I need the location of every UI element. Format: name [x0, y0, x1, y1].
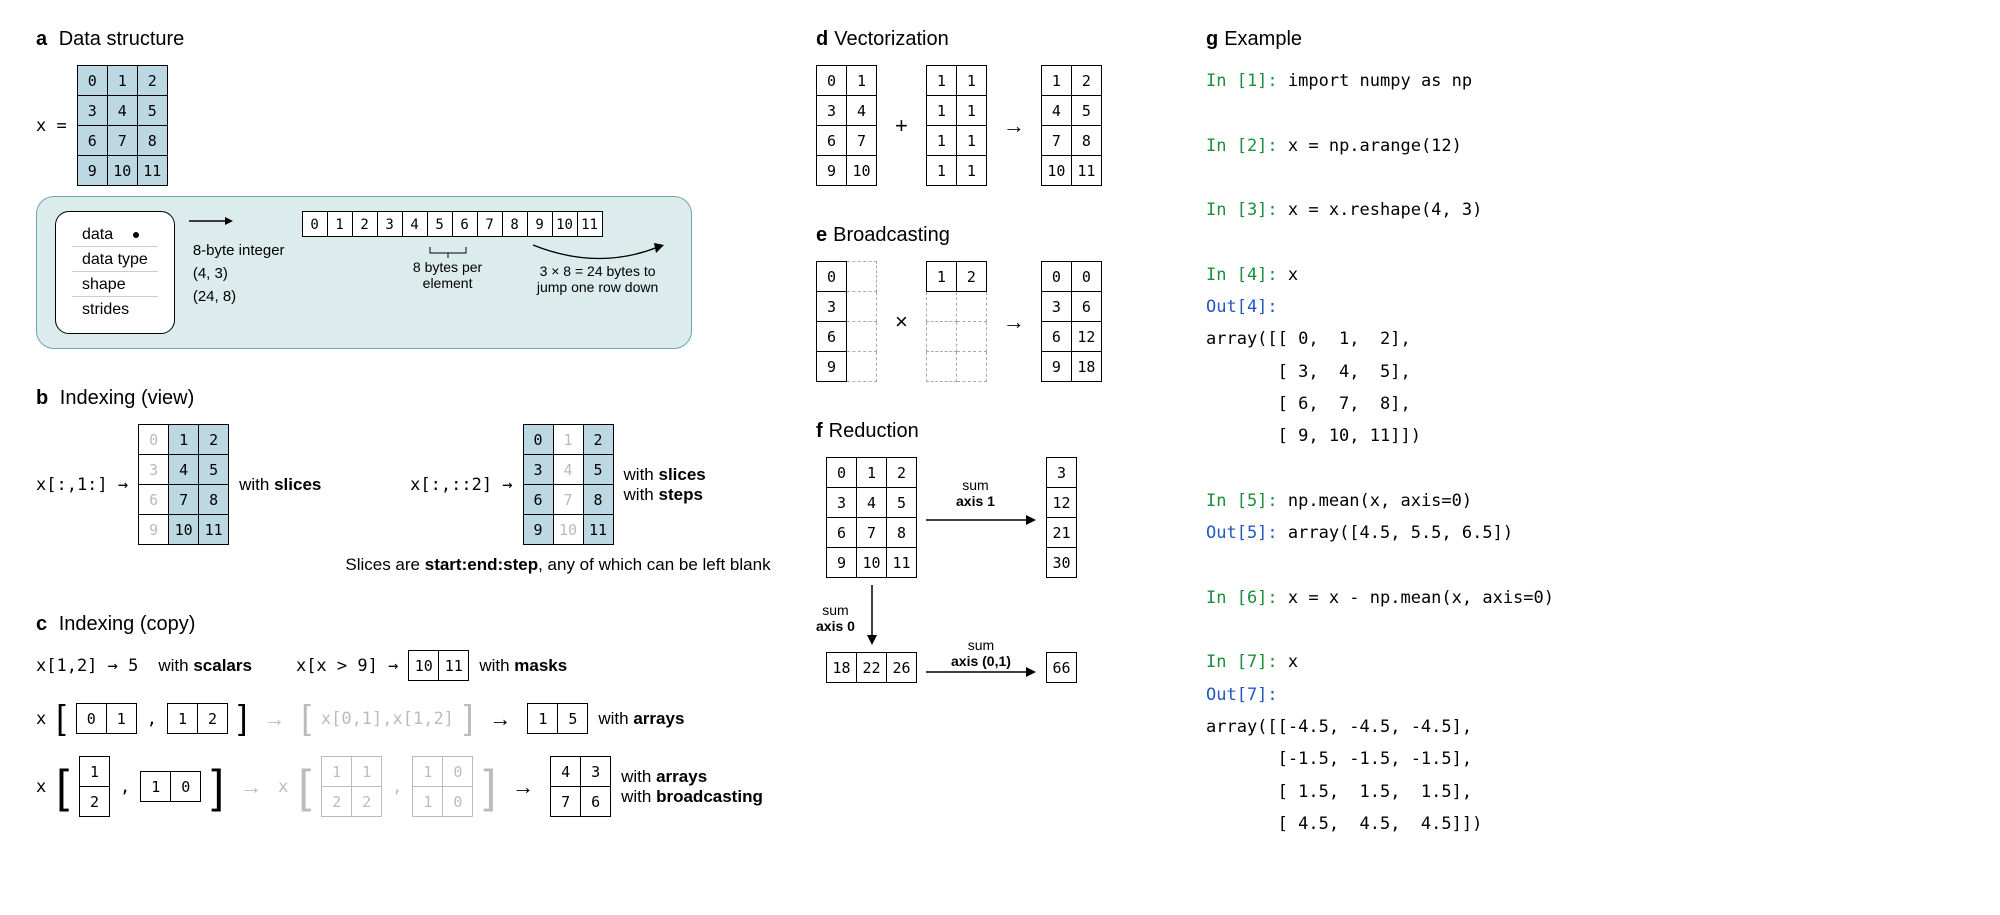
panel-a-title-text: Data structure	[59, 28, 185, 50]
f-sum-axis1: 3122130	[1046, 457, 1077, 578]
c-l2-comma: ,	[147, 709, 157, 729]
c-scalar-note: with scalars	[158, 656, 252, 676]
panel-b-body: x[:,1:] → 01234567891011 with slices x[:…	[36, 424, 776, 575]
meta-values-col: 8-byte integer (4, 3) (24, 8)	[193, 211, 285, 305]
meta-shape: (4, 3)	[193, 265, 285, 282]
b-grid1: 01234567891011	[138, 424, 229, 545]
stride-arrow-icon	[528, 241, 668, 263]
arrow-down-icon	[864, 585, 880, 645]
panel-c: c Indexing (copy) x[1,2] → 5 with scalar…	[36, 613, 776, 817]
c-line3: x [ 12 , 10 ] → x [ 1122 , 1010 ] → 4376…	[36, 756, 776, 817]
b-note1: with slices	[239, 475, 321, 495]
c-l2-arr-b: 12	[167, 703, 228, 734]
panel-e-title-text: Broadcasting	[833, 224, 950, 246]
c-line1: x[1,2] → 5 with scalars x[x > 9] → 1011 …	[36, 650, 776, 681]
panel-e-label: e	[816, 224, 827, 246]
c-line2: x [ 01 , 12 ] → [ x[0,1],x[1,2] ] → 15 w…	[36, 703, 776, 734]
c-l3-mid-a: 1122	[321, 756, 382, 817]
annot-stride: 3 × 8 = 24 bytes to jump one row down	[523, 263, 673, 295]
e-matrix-a: 0369	[816, 261, 877, 382]
annot-bytes: 8 bytes per element	[403, 259, 493, 291]
panel-e-body: 0369 × 12 → 0036612918	[816, 261, 1166, 382]
e-op-mult: ×	[887, 309, 916, 335]
middle-column: d Vectorization 013467910 + 11111111 → 12…	[816, 28, 1166, 878]
figure-root: a Data structure x = 01234567891011 data…	[36, 28, 1964, 878]
meta-table: datadata typeshapestrides	[70, 222, 160, 323]
panel-f: f Reduction 01234567891011 sumaxis 1 3122…	[816, 420, 1166, 717]
c-mask-result: 1011	[408, 650, 469, 681]
c-scalar-expr: x[1,2] → 5	[36, 656, 138, 676]
arrow-right2-icon	[926, 664, 1036, 680]
c-l2-arr-a: 01	[76, 703, 137, 734]
c-l3-arr-b: 10	[140, 771, 201, 802]
panel-a-title: a Data structure	[36, 28, 776, 51]
arrow-right-icon	[926, 512, 1036, 528]
d-op-plus: +	[887, 113, 916, 139]
meta-dtype: 8-byte integer	[193, 242, 285, 259]
panel-g: g Example In [1]: import numpy as np In […	[1206, 28, 1726, 840]
panel-b-label: b	[36, 387, 48, 409]
f-grid: 01234567891011	[826, 457, 917, 578]
c-l2-mid: x[0,1],x[1,2]	[321, 709, 454, 729]
meta-box: datadata typeshapestrides	[55, 211, 175, 334]
meta-strides: (24, 8)	[193, 288, 285, 305]
c-mask-note: with masks	[479, 656, 567, 676]
d-matrix-a: 013467910	[816, 65, 877, 186]
panel-d-title-text: Vectorization	[834, 28, 949, 50]
b-grid2: 01234567891011	[523, 424, 614, 545]
c-l3-mid-b: 1010	[412, 756, 473, 817]
e-matrix-result: 0036612918	[1041, 261, 1102, 382]
f-sum-all: 66	[1046, 652, 1077, 683]
panel-a: a Data structure x = 01234567891011 data…	[36, 28, 776, 349]
f-axis0-label: sumaxis 0	[816, 602, 855, 634]
c-l3-note: with arrays with broadcasting	[621, 767, 763, 807]
panel-b: b Indexing (view) x[:,1:] → 012345678910…	[36, 387, 776, 575]
panel-a-label: a	[36, 28, 47, 50]
memory-buffer: 01234567891011	[303, 211, 603, 237]
c-l3-arr-a: 12	[79, 756, 110, 817]
left-column: a Data structure x = 01234567891011 data…	[36, 28, 776, 878]
c-mask-expr: x[x > 9] →	[296, 656, 398, 676]
right-column: g Example In [1]: import numpy as np In […	[1206, 28, 1726, 878]
panel-b-title-text: Indexing (view)	[60, 387, 195, 409]
panel-c-title: c Indexing (copy)	[36, 613, 776, 636]
f-axis1-label: sumaxis 1	[956, 477, 995, 509]
c-l2-x: x	[36, 709, 46, 729]
panel-a-body: x = 01234567891011 datadata typeshapestr…	[36, 65, 776, 349]
panel-f-body: 01234567891011 sumaxis 1 3122130 sumaxis…	[816, 457, 1166, 717]
array-x-grid: 01234567891011	[77, 65, 168, 186]
f-sum-axis0: 182226	[826, 652, 917, 683]
x-equals: x =	[36, 116, 67, 136]
byte-brace-icon	[428, 245, 468, 259]
b-expr1: x[:,1:] →	[36, 475, 128, 495]
data-pointer-arrow-icon	[193, 211, 233, 231]
c-l3-result: 4376	[550, 756, 611, 817]
panel-c-title-text: Indexing (copy)	[59, 613, 196, 635]
buffer-col: 01234567891011 8 bytes per element	[303, 211, 673, 295]
code-example: In [1]: import numpy as np In [2]: x = n…	[1206, 65, 1726, 840]
panel-e: e Broadcasting 0369 × 12 → 0036612918	[816, 224, 1166, 382]
panel-c-label: c	[36, 613, 47, 635]
panel-f-title-text: Reduction	[829, 420, 919, 442]
data-structure-box: datadata typeshapestrides 8-byte integer…	[36, 196, 692, 349]
c-l3-x: x	[36, 777, 46, 797]
panel-d-label: d	[816, 28, 828, 50]
b-note2: with slices with steps	[624, 465, 706, 505]
panel-g-label: g	[1206, 28, 1218, 50]
c-l2-result: 15	[527, 703, 588, 734]
panel-b-title: b Indexing (view)	[36, 387, 776, 410]
c-l2-note: with arrays	[598, 709, 684, 729]
b-expr2: x[:,::2] →	[410, 475, 512, 495]
e-matrix-b: 12	[926, 261, 987, 382]
panel-d-body: 013467910 + 11111111 → 1245781011	[816, 65, 1166, 186]
panel-f-label: f	[816, 420, 823, 442]
panel-g-title-text: Example	[1224, 28, 1302, 50]
d-matrix-b: 11111111	[926, 65, 987, 186]
b-caption: Slices are start:end:step, any of which …	[345, 555, 770, 575]
panel-d: d Vectorization 013467910 + 11111111 → 12…	[816, 28, 1166, 186]
d-matrix-result: 1245781011	[1041, 65, 1102, 186]
